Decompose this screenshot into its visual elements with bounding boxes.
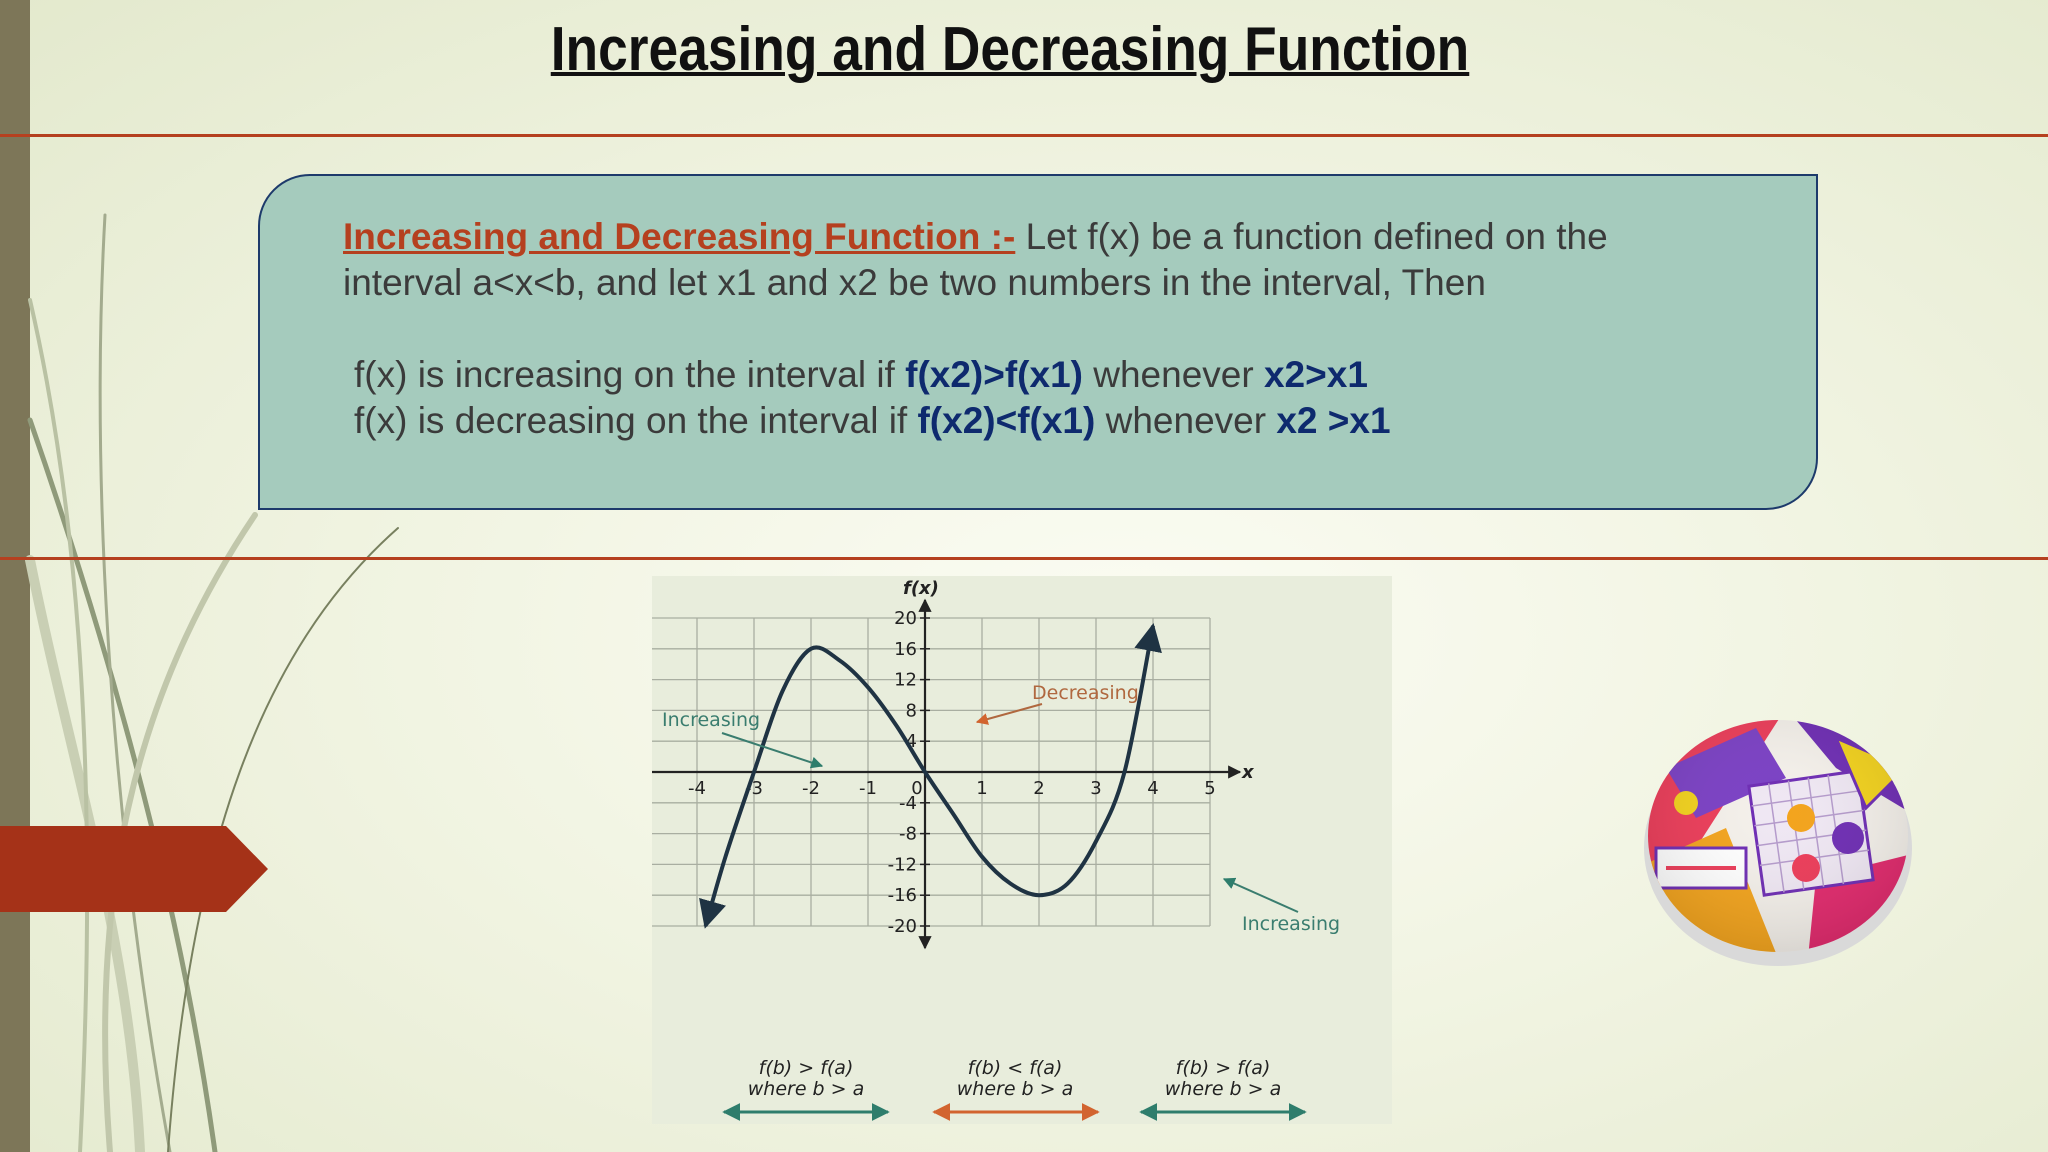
math-tools-badge xyxy=(1644,720,1912,966)
y-tick-label: 20 xyxy=(894,608,917,629)
y-axis-label: f(x) xyxy=(903,578,939,599)
rule-decreasing-middle: whenever xyxy=(1095,400,1277,441)
annotation-decreasing: Decreasing xyxy=(1032,682,1139,704)
x-tick-label: 2 xyxy=(1033,778,1044,799)
rule-decreasing-condition: f(x2)<f(x1) xyxy=(917,400,1096,441)
note-3-line2: where b > a xyxy=(1165,1078,1282,1100)
intro-part2: interval a<x<b, and let x1 and x2 be two… xyxy=(343,262,1486,303)
definition-text: Increasing and Decreasing Function :- Le… xyxy=(343,214,1783,444)
definition-intro: Increasing and Decreasing Function :- Le… xyxy=(343,214,1783,306)
annotation-pointer-increasing-left xyxy=(721,732,824,769)
rule-increasing-middle: whenever xyxy=(1082,354,1264,395)
x-tick-label: 5 xyxy=(1204,778,1215,799)
definition-rules: f(x) is increasing on the interval if f(… xyxy=(343,352,1783,444)
top-divider xyxy=(0,134,2048,137)
note-2-line1: f(b) < f(a) xyxy=(968,1057,1063,1079)
rule-increasing-prefix: f(x) is increasing on the interval if xyxy=(354,354,906,395)
intro-part1: Let f(x) be a function defined on the xyxy=(1015,216,1608,257)
rule-decreasing-prefix: f(x) is decreasing on the interval if xyxy=(354,400,918,441)
annotation-pointer-decreasing xyxy=(975,703,1043,725)
annotation-pointer-increasing-right xyxy=(1222,877,1299,913)
slide-title: Increasing and Decreasing Function xyxy=(550,15,1470,84)
y-tick-label: -16 xyxy=(888,885,917,906)
rule-decreasing-domain: x2 >x1 xyxy=(1276,400,1391,441)
note-1-line2: where b > a xyxy=(748,1078,865,1100)
x-tick-label: -4 xyxy=(688,778,706,799)
note-2-line2: where b > a xyxy=(957,1078,1074,1100)
note-3-line1: f(b) > f(a) xyxy=(1176,1057,1271,1079)
annotation-increasing-left: Increasing xyxy=(662,709,760,731)
y-tick-label: -12 xyxy=(888,854,917,875)
x-tick-label: 4 xyxy=(1147,778,1158,799)
y-tick-label: 12 xyxy=(894,670,917,691)
function-curve xyxy=(699,622,1162,929)
definition-box xyxy=(258,174,1818,510)
rule-increasing-condition: f(x2)>f(x1) xyxy=(905,354,1083,395)
x-tick-label: 3 xyxy=(1090,778,1101,799)
x-axis-label: x xyxy=(1241,762,1255,783)
rule-increasing-domain: x2>x1 xyxy=(1263,354,1368,395)
annotation-increasing-right: Increasing xyxy=(1242,913,1340,935)
left-accent-bar xyxy=(0,0,30,1152)
y-tick-label: -20 xyxy=(888,916,917,937)
x-tick-label: -2 xyxy=(802,778,820,799)
note-1-line1: f(b) > f(a) xyxy=(759,1057,854,1079)
definition-label: Increasing and Decreasing Function :- xyxy=(343,216,1016,257)
y-tick-label: -4 xyxy=(899,793,917,814)
y-tick-label: 16 xyxy=(894,639,917,660)
middle-divider xyxy=(0,557,2048,560)
x-tick-label: 1 xyxy=(976,778,987,799)
y-tick-label: 8 xyxy=(906,700,917,721)
y-tick-label: -8 xyxy=(899,824,917,845)
red-arrow-shape xyxy=(0,826,268,912)
x-tick-label: -1 xyxy=(859,778,877,799)
